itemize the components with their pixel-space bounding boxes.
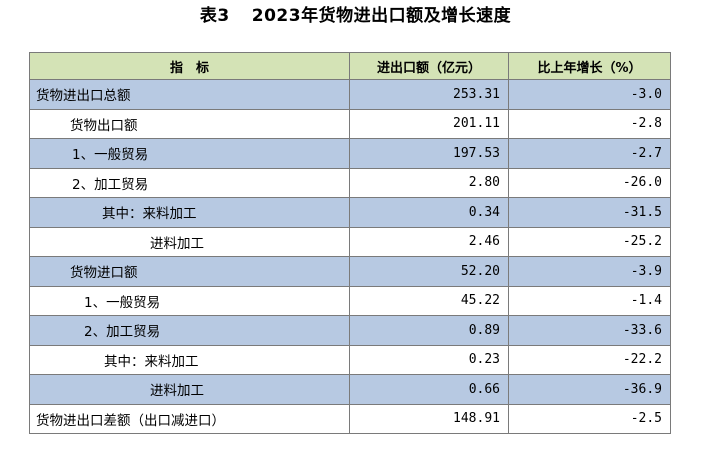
row-value: 197.53 [349, 138, 509, 169]
row-name: 1、一般贸易 [29, 138, 350, 169]
row-growth: -3.9 [508, 256, 671, 287]
row-name: 2、加工贸易 [29, 315, 350, 346]
row-growth: -2.8 [508, 108, 671, 139]
row-name: 其中：来料加工 [29, 197, 350, 228]
trade-table: 指 标 进出口额（亿元） 比上年增长（%） 货物进出口总额 253.31 -3.… [29, 52, 671, 434]
row-value: 45.22 [349, 285, 509, 316]
row-name: 货物进出口总额 [29, 79, 350, 110]
table-row: 货物进出口总额 253.31 -3.0 [29, 79, 671, 110]
table-row: 进料加工 2.46 -25.2 [29, 226, 671, 257]
header-indicator: 指 标 [29, 52, 350, 80]
row-growth: -3.0 [508, 79, 671, 110]
row-value: 0.23 [349, 344, 509, 375]
row-growth: -2.5 [508, 403, 671, 434]
table-row: 进料加工 0.66 -36.9 [29, 374, 671, 405]
header-value: 进出口额（亿元） [349, 52, 509, 80]
row-value: 148.91 [349, 403, 509, 434]
row-value: 0.66 [349, 374, 509, 405]
table-row: 货物进出口差额（出口减进口） 148.91 -2.5 [29, 403, 671, 434]
table-row: 货物出口额 201.11 -2.8 [29, 108, 671, 139]
row-value: 0.89 [349, 315, 509, 346]
row-value: 253.31 [349, 79, 509, 110]
row-growth: -36.9 [508, 374, 671, 405]
row-name: 2、加工贸易 [29, 167, 350, 198]
row-value: 2.80 [349, 167, 509, 198]
table-number: 表3 [199, 6, 230, 26]
header-row: 指 标 进出口额（亿元） 比上年增长（%） [29, 52, 671, 80]
table-title: 表3 2023年货物进出口额及增长速度 [0, 4, 711, 28]
row-name: 1、一般贸易 [29, 285, 350, 316]
row-name: 进料加工 [29, 374, 350, 405]
row-name: 货物出口额 [29, 108, 350, 139]
table-row: 2、加工贸易 2.80 -26.0 [29, 167, 671, 198]
row-value: 201.11 [349, 108, 509, 139]
row-growth: -26.0 [508, 167, 671, 198]
row-name: 货物进口额 [29, 256, 350, 287]
table-row: 其中：来料加工 0.34 -31.5 [29, 197, 671, 228]
table-row: 其中：来料加工 0.23 -22.2 [29, 344, 671, 375]
row-value: 52.20 [349, 256, 509, 287]
row-name: 其中：来料加工 [29, 344, 350, 375]
row-growth: -1.4 [508, 285, 671, 316]
table-row: 1、一般贸易 197.53 -2.7 [29, 138, 671, 169]
row-growth: -33.6 [508, 315, 671, 346]
header-growth: 比上年增长（%） [508, 52, 671, 80]
table-title-text: 2023年货物进出口额及增长速度 [251, 6, 512, 26]
row-value: 0.34 [349, 197, 509, 228]
row-growth: -31.5 [508, 197, 671, 228]
row-growth: -2.7 [508, 138, 671, 169]
table-row: 货物进口额 52.20 -3.9 [29, 256, 671, 287]
row-growth: -25.2 [508, 226, 671, 257]
row-value: 2.46 [349, 226, 509, 257]
row-name: 进料加工 [29, 226, 350, 257]
row-growth: -22.2 [508, 344, 671, 375]
table-row: 2、加工贸易 0.89 -33.6 [29, 315, 671, 346]
row-name: 货物进出口差额（出口减进口） [29, 403, 350, 434]
table-row: 1、一般贸易 45.22 -1.4 [29, 285, 671, 316]
